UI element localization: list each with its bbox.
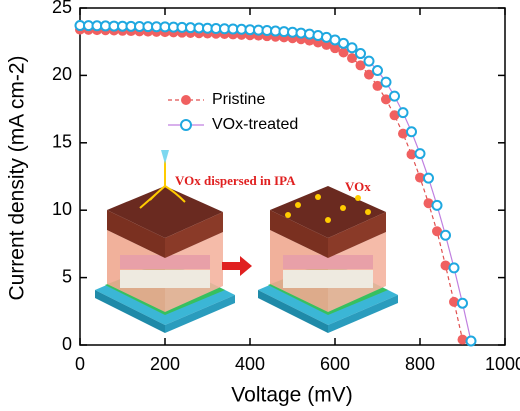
- legend-marker: [181, 95, 191, 105]
- plot-frame: [79, 7, 506, 346]
- y-tick-label: 15: [52, 132, 72, 152]
- annotation: VOx dispersed in IPA: [175, 173, 296, 188]
- x-tick-label: 600: [320, 354, 350, 374]
- y-tick-label: 10: [52, 199, 72, 219]
- legend-label: Pristine: [212, 91, 265, 108]
- data-point: [406, 149, 417, 160]
- y-tick-label: 5: [62, 266, 72, 286]
- data-point: [440, 260, 451, 271]
- legend-label: VOx-treated: [212, 116, 298, 133]
- y-tick-label: 0: [62, 334, 72, 354]
- data-point: [414, 148, 426, 160]
- y-axis-label: Current density (mA cm-2): [6, 55, 29, 300]
- data-point: [363, 55, 375, 67]
- y-tick-label: 25: [52, 0, 72, 17]
- data-point: [465, 335, 477, 347]
- data-point: [449, 296, 459, 307]
- data-point: [304, 28, 315, 40]
- data-point: [415, 172, 425, 183]
- x-axis-label: Voltage (mV): [231, 384, 352, 407]
- data-point: [338, 37, 349, 49]
- data-point: [389, 90, 400, 102]
- x-tick-label: 0: [75, 354, 85, 374]
- y-tick-label: 20: [52, 64, 72, 84]
- data-point: [432, 226, 442, 237]
- legend-marker: [180, 119, 192, 131]
- data-point: [372, 80, 383, 91]
- data-point: [355, 48, 366, 60]
- data-point: [397, 107, 409, 119]
- data-point: [347, 53, 357, 64]
- data-point: [440, 229, 451, 241]
- x-tick-label: 800: [405, 354, 435, 374]
- data-point: [364, 69, 374, 80]
- data-point: [381, 94, 391, 105]
- data-point: [372, 65, 383, 77]
- data-point: [389, 110, 400, 121]
- data-point: [346, 42, 358, 54]
- data-point: [338, 47, 349, 58]
- data-point: [423, 172, 434, 184]
- annotation: VOx: [345, 179, 371, 194]
- data-point: [321, 39, 332, 50]
- data-point: [398, 128, 408, 139]
- data-point: [457, 297, 468, 309]
- data-point: [448, 262, 460, 274]
- x-tick-label: 200: [150, 354, 180, 374]
- data-point: [380, 76, 392, 88]
- data-point: [431, 199, 443, 211]
- data-point: [406, 126, 417, 138]
- x-tick-label: 400: [235, 354, 265, 374]
- inset-illustration: VOx dispersed in IPA VOx: [95, 150, 398, 333]
- data-point: [330, 43, 340, 54]
- data-point: [355, 60, 366, 71]
- data-point: [457, 334, 468, 345]
- data-point: [423, 198, 434, 209]
